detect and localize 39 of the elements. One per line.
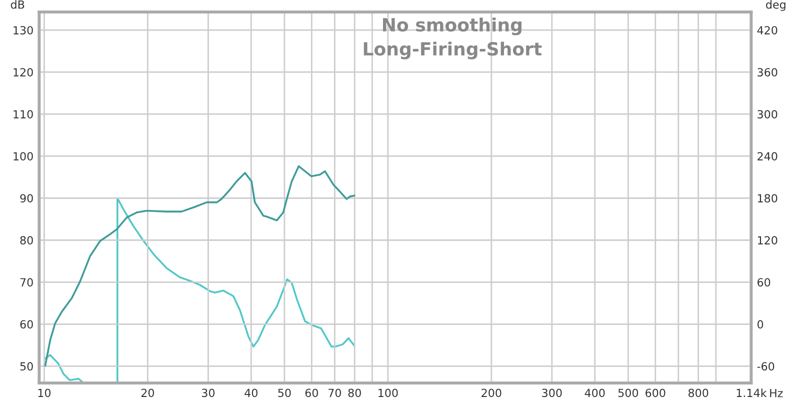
x-tick-label: 1.14k	[736, 388, 767, 397]
y-tick-label: 120	[14, 68, 33, 76]
y-tick-label: 70	[20, 278, 33, 287]
y2-tick-label: 240	[758, 152, 778, 160]
x-tick-label: 70	[328, 388, 342, 398]
x-tick-label: 10	[38, 388, 51, 398]
chart-title: No smoothing	[383, 18, 522, 36]
y-tick-label: 60	[20, 320, 33, 329]
y2-axis-title: deg	[766, 0, 786, 11]
x-tick-label: 50	[278, 388, 291, 398]
y-tick-label: 100	[14, 152, 33, 160]
x-tick-label: 600	[646, 388, 666, 398]
y-tick-label: 80	[20, 236, 33, 245]
y2-tick-label: 180	[758, 194, 778, 202]
x-tick-label: 800	[688, 388, 708, 398]
x-tick-label: 30	[202, 388, 215, 398]
y2-tick-label: 60	[758, 278, 770, 287]
y-axis-title: dB	[10, 0, 24, 9]
y-tick-label: 50	[20, 362, 33, 371]
y-tick-label: 90	[20, 194, 33, 202]
y2-tick-label: 0	[757, 320, 764, 329]
x-tick-label: 300	[542, 388, 562, 398]
x-tick-label: 40	[244, 388, 258, 398]
x-tick-label: 20	[141, 388, 154, 398]
x-tick-label: 60	[305, 388, 318, 398]
y2-tick-label: -60	[757, 362, 774, 371]
x-tick-label: 80	[348, 388, 361, 398]
x-tick-label: 500	[618, 388, 638, 398]
x-axis-title: Hz	[770, 389, 783, 398]
x-tick-label: 200	[482, 388, 502, 398]
y2-tick-label: 300	[758, 110, 778, 118]
y2-tick-label: 420	[757, 26, 778, 34]
x-tick-label: 400	[584, 388, 605, 398]
text: Long-Firing-Short	[364, 42, 542, 60]
y-tick-label: 130	[14, 26, 33, 34]
x-tick-label: 100	[378, 388, 398, 398]
y2-tick-label: 360	[758, 68, 778, 76]
y-tick-label: 110	[14, 110, 33, 118]
y2-tick-label: 120	[758, 236, 778, 245]
